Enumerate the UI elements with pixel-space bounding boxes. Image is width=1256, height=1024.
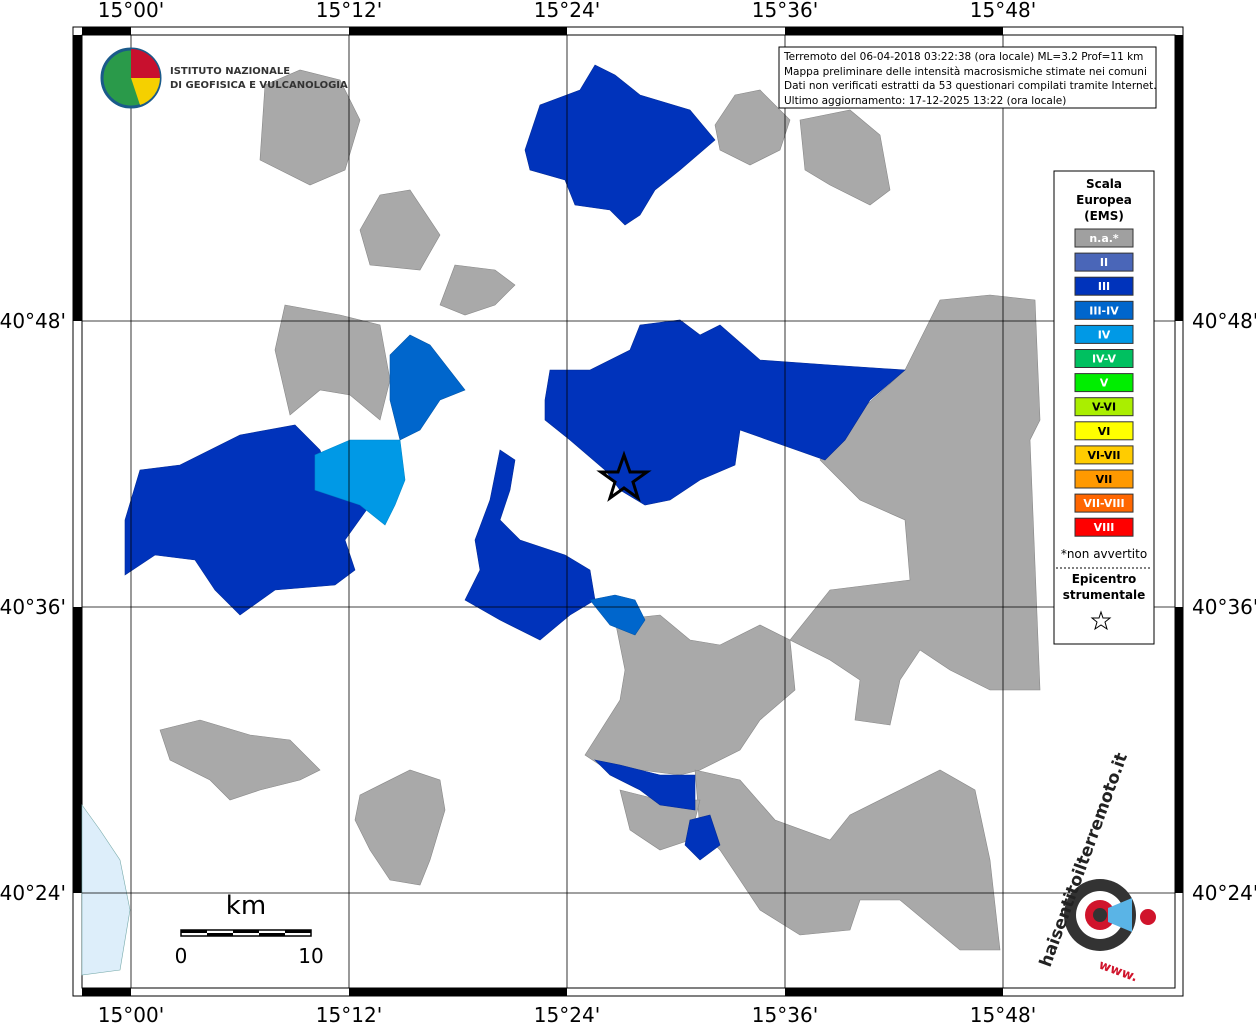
legend-swatch [1074,373,1134,393]
lon-label: 15°24' [534,1003,600,1024]
epicenter-label: strumentale [1063,588,1146,602]
lon-label: 15°36' [752,1003,818,1024]
legend-swatch [1074,397,1134,417]
institute-line: ISTITUTO NAZIONALE [170,66,290,77]
legend-swatch [1074,276,1134,296]
lon-label: 15°48' [970,1003,1036,1024]
municipality-iv [314,439,406,526]
legend-title: (EMS) [1084,209,1124,223]
municipalities-iii-iv [389,334,646,636]
scale-unit: km [226,891,266,921]
legend-swatch [1074,493,1134,513]
ingv-logo: ISTITUTO NAZIONALE DI GEOFISICA E VULCAN… [100,47,348,109]
legend-swatch [1074,517,1134,537]
lon-label: 15°24' [534,0,600,22]
legend-label: VI-VII [1087,449,1120,462]
lat-label: 40°36' [0,595,66,619]
institute-line: DI GEOFISICA E VULCANOLOGIA [170,80,348,91]
lat-label: 40°24' [1192,881,1256,905]
legend-swatch [1074,252,1134,272]
epicenter-label: Epicentro [1072,572,1137,586]
legend-label: n.a.* [1089,232,1119,245]
legend-note: *non avvertito [1061,547,1147,561]
sea [81,804,131,976]
lon-label: 15°00' [98,1003,164,1024]
info-line: Terremoto del 06-04-2018 03:22:38 (ora l… [783,51,1143,63]
legend-title: Scala [1086,177,1122,191]
legend-label: II [1100,256,1108,269]
scale-bar: km 0 10 [175,891,324,968]
municipalities-iii [124,64,906,861]
lon-label: 15°48' [970,0,1036,22]
legend-label: VII [1096,473,1113,486]
legend-label: VIII [1094,521,1115,534]
info-line: Dati non verificati estratti da 53 quest… [784,80,1157,92]
graticule [82,35,1175,988]
lon-label: 15°12' [316,1003,382,1024]
info-line: Mappa preliminare delle intensità macros… [784,66,1147,78]
legend: Scala Europea (EMS) *non avvertito Epice… [1053,170,1155,645]
legend-label: V [1100,377,1109,390]
legend-swatch [1074,349,1134,368]
info-line: Ultimo aggiornamento: 17-12-2025 13:22 (… [784,95,1066,107]
legend-label: V-VI [1092,401,1116,414]
lat-label: 40°48' [1192,309,1256,333]
legend-label: III [1098,280,1110,293]
legend-swatch [1074,469,1134,489]
scale-label: 0 [175,944,188,968]
legend-swatch [1074,445,1134,465]
legend-swatch [1074,228,1134,248]
legend-label: IV-V [1092,353,1117,366]
legend-label: IV [1098,328,1111,341]
lat-label: 40°24' [0,881,66,905]
scale-label: 10 [298,944,323,968]
legend-label: VI [1098,425,1111,438]
lat-label: 40°48' [0,309,66,333]
legend-swatch [1074,300,1134,320]
frame-ticks [73,27,1183,996]
legend-label: III-IV [1089,304,1119,317]
lon-label: 15°36' [752,0,818,22]
info-box: Terremoto del 06-04-2018 03:22:38 (ora l… [778,46,1157,109]
epicenter-symbol [1090,610,1112,631]
legend-title: Europea [1076,193,1132,207]
legend-swatch [1074,324,1134,344]
legend-swatch [1074,421,1134,441]
municipalities-na [159,69,1041,951]
lat-label: 40°36' [1192,595,1256,619]
lon-label: 15°12' [316,0,382,22]
epicenter [596,450,652,502]
legend-label: VII-VIII [1083,497,1124,510]
map-border [81,34,1176,989]
lon-label: 15°00' [98,0,164,22]
